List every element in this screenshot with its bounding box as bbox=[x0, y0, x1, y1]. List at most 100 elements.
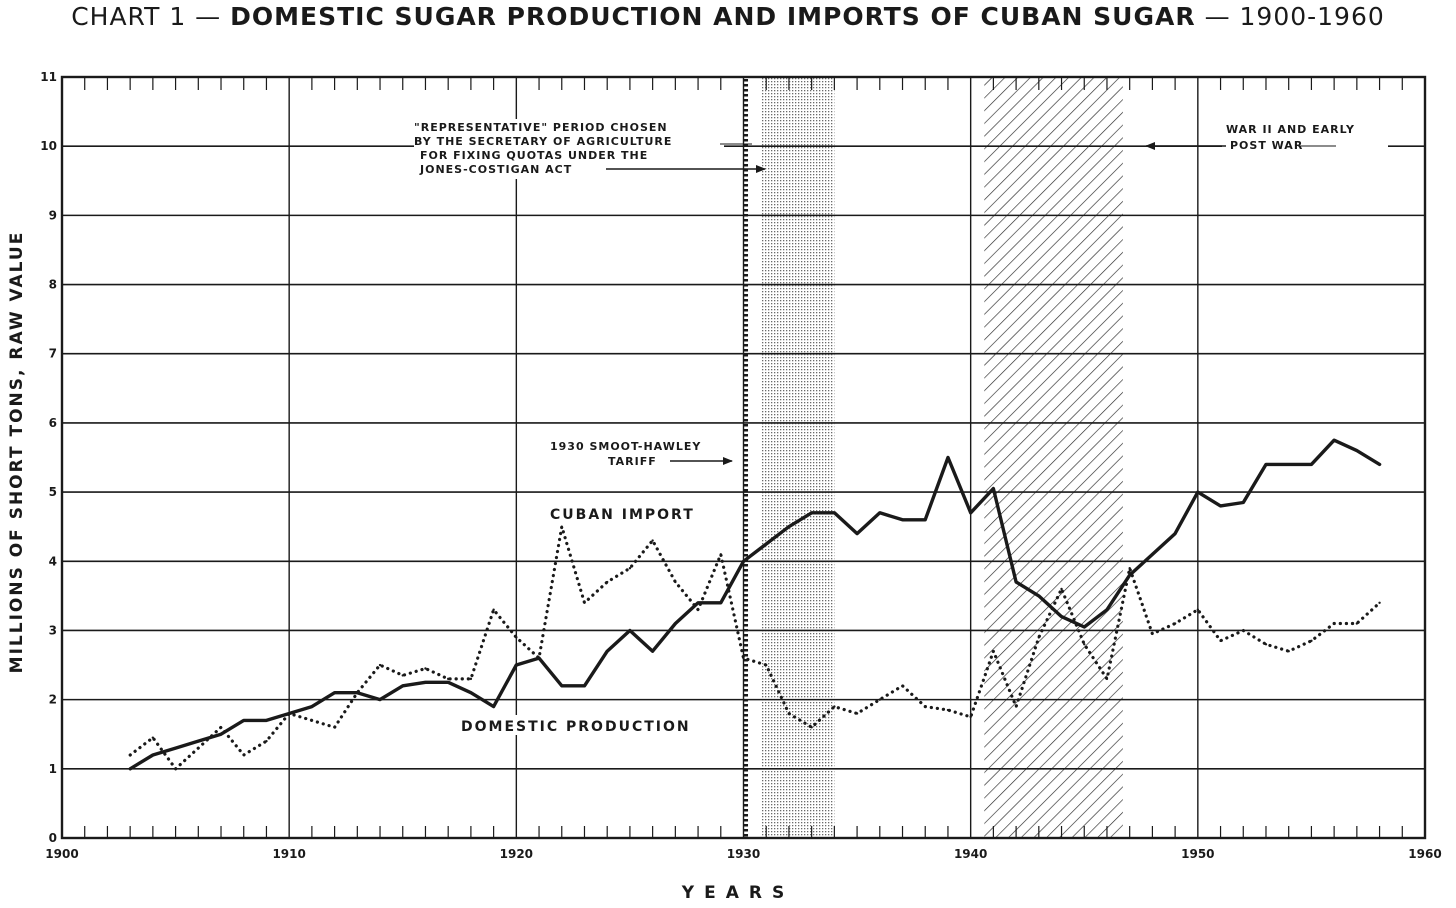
annotation-representative-line-4: JONES-COSTIGAN ACT bbox=[419, 163, 572, 176]
data-point-cuban-import-1946 bbox=[1105, 608, 1109, 611]
annotation-war-ii-line-1: WAR II AND EARLY bbox=[1226, 123, 1355, 136]
data-point-cuban-import-1926 bbox=[651, 650, 654, 653]
data-point-domestic-production-1936 bbox=[878, 698, 881, 701]
y-tick-label-6: 6 bbox=[49, 416, 57, 430]
y-tick-label-7: 7 bbox=[49, 347, 57, 361]
data-point-cuban-import-1909 bbox=[265, 719, 268, 722]
data-point-cuban-import-1930 bbox=[742, 560, 745, 563]
data-point-cuban-import-1957 bbox=[1355, 449, 1359, 452]
data-point-domestic-production-1913 bbox=[356, 691, 359, 694]
plot-frame-border bbox=[60, 75, 1427, 840]
x-axis-title: YEARS bbox=[681, 883, 794, 903]
data-point-cuban-import-1907 bbox=[219, 733, 223, 736]
data-point-domestic-production-1954 bbox=[1287, 650, 1290, 653]
annotation-war-ii-line-2: POST WAR bbox=[1230, 139, 1303, 152]
data-point-cuban-import-1904 bbox=[151, 753, 155, 757]
annotation-smoot-hawley-line-2: TARIFF bbox=[608, 455, 657, 468]
data-point-cuban-import-1937 bbox=[901, 518, 904, 521]
chart-title-main: DOMESTIC SUGAR PRODUCTION AND IMPORTS OF… bbox=[230, 2, 1196, 31]
data-point-cuban-import-1905 bbox=[174, 746, 177, 750]
data-point-cuban-import-1953 bbox=[1264, 463, 1268, 466]
y-tick-label-4: 4 bbox=[49, 554, 57, 568]
data-point-domestic-production-1934 bbox=[833, 705, 836, 708]
data-point-domestic-production-1912 bbox=[333, 726, 336, 729]
data-point-cuban-import-1954 bbox=[1287, 463, 1290, 466]
data-point-cuban-import-1925 bbox=[628, 629, 632, 632]
data-point-domestic-production-1920 bbox=[515, 636, 518, 639]
data-point-domestic-production-1938 bbox=[924, 705, 927, 708]
data-point-cuban-import-1943 bbox=[1037, 594, 1041, 598]
data-point-cuban-import-1948 bbox=[1151, 553, 1154, 556]
data-point-domestic-production-1927 bbox=[674, 580, 677, 584]
series-line-domestic-production bbox=[128, 525, 1382, 771]
data-point-domestic-production-1937 bbox=[901, 684, 904, 687]
data-point-domestic-production-1948 bbox=[1151, 632, 1154, 636]
data-point-domestic-production-1943 bbox=[1037, 636, 1041, 639]
y-tick-label-0: 0 bbox=[49, 831, 57, 845]
y-tick-label-2: 2 bbox=[49, 693, 57, 707]
data-point-domestic-production-1956 bbox=[1332, 622, 1336, 625]
data-point-domestic-production-1905 bbox=[174, 767, 177, 771]
shaded-band-1 bbox=[761, 77, 835, 838]
data-point-domestic-production-1952 bbox=[1242, 629, 1245, 632]
x-tick-label-1910: 1910 bbox=[272, 847, 305, 861]
annotation-representative-line-2: BY THE SECRETARY OF AGRICULTURE bbox=[414, 135, 672, 148]
data-point-domestic-production-1911 bbox=[310, 719, 314, 722]
data-point-domestic-production-1947 bbox=[1128, 566, 1131, 570]
y-tick-label-9: 9 bbox=[49, 208, 57, 222]
data-point-domestic-production-1946 bbox=[1105, 677, 1109, 681]
data-point-domestic-production-1942 bbox=[1014, 705, 1018, 708]
data-point-domestic-production-1919 bbox=[492, 608, 495, 611]
x-tick-label-1940: 1940 bbox=[954, 847, 987, 861]
data-point-cuban-import-1958 bbox=[1378, 463, 1381, 466]
series-label-cuban-import-group: CUBAN IMPORT bbox=[545, 503, 705, 523]
data-point-cuban-import-1908 bbox=[242, 719, 245, 722]
tick-labels: 1900 1910 1920 1930 1940 1950 1960 0 1 2 3 4 5 6 7 8 9 10… bbox=[40, 70, 1441, 861]
data-point-cuban-import-1931 bbox=[765, 542, 768, 546]
data-point-cuban-import-1922 bbox=[560, 684, 563, 687]
data-point-domestic-production-1951 bbox=[1219, 639, 1222, 643]
data-point-domestic-production-1917 bbox=[446, 677, 450, 681]
y-tick-label-1: 1 bbox=[49, 762, 57, 776]
annotation-smoot-hawley: 1930 SMOOT-HAWLEY TARIFF bbox=[548, 438, 733, 470]
series-label-domestic-production-group: DOMESTIC PRODUCTION bbox=[456, 715, 691, 735]
grid bbox=[61, 76, 1426, 839]
y-tick-label-8: 8 bbox=[49, 278, 57, 292]
data-point-domestic-production-1910 bbox=[287, 712, 291, 715]
data-point-domestic-production-1925 bbox=[628, 566, 632, 570]
data-point-domestic-production-1921 bbox=[537, 656, 541, 660]
series-line-cuban-import bbox=[128, 438, 1382, 771]
data-point-cuban-import-1941 bbox=[992, 487, 995, 490]
annotation-war-ii: WAR II AND EARLY POST WAR bbox=[1145, 122, 1388, 154]
data-point-domestic-production-1945 bbox=[1083, 643, 1086, 646]
data-point-cuban-import-1918 bbox=[469, 691, 473, 694]
data-point-cuban-import-1935 bbox=[855, 532, 859, 535]
data-point-domestic-production-1955 bbox=[1310, 639, 1313, 643]
data-point-cuban-import-1949 bbox=[1173, 532, 1177, 535]
annotation-representative-line-3: FOR FIXING QUOTAS UNDER THE bbox=[420, 149, 648, 162]
data-point-domestic-production-1922 bbox=[560, 525, 563, 528]
y-tick-label-10: 10 bbox=[40, 139, 57, 153]
data-point-cuban-import-1923 bbox=[583, 684, 586, 687]
series-label-domestic-production: DOMESTIC PRODUCTION bbox=[461, 719, 691, 735]
x-tick-label-1900: 1900 bbox=[45, 847, 78, 861]
chart-title-prefix: CHART 1 — bbox=[71, 2, 222, 31]
data-point-cuban-import-1956 bbox=[1332, 439, 1336, 442]
data-point-domestic-production-1923 bbox=[583, 601, 586, 604]
y-tick-label-5: 5 bbox=[49, 485, 57, 499]
data-point-domestic-production-1914 bbox=[378, 663, 382, 667]
data-point-cuban-import-1919 bbox=[492, 705, 495, 708]
data-point-cuban-import-1928 bbox=[696, 601, 700, 604]
data-point-domestic-production-1926 bbox=[651, 539, 654, 542]
data-point-cuban-import-1914 bbox=[378, 698, 382, 701]
data-point-cuban-import-1929 bbox=[719, 601, 722, 604]
data-point-domestic-production-1941 bbox=[992, 650, 995, 653]
data-point-cuban-import-1952 bbox=[1242, 501, 1245, 504]
data-point-domestic-production-1924 bbox=[606, 580, 609, 584]
data-point-domestic-production-1931 bbox=[765, 663, 768, 667]
data-point-domestic-production-1939 bbox=[946, 708, 950, 712]
data-point-cuban-import-1950 bbox=[1196, 490, 1200, 494]
data-point-cuban-import-1955 bbox=[1310, 463, 1313, 466]
annotation-representative-line-1: "REPRESENTATIVE" PERIOD CHOSEN bbox=[414, 121, 668, 134]
